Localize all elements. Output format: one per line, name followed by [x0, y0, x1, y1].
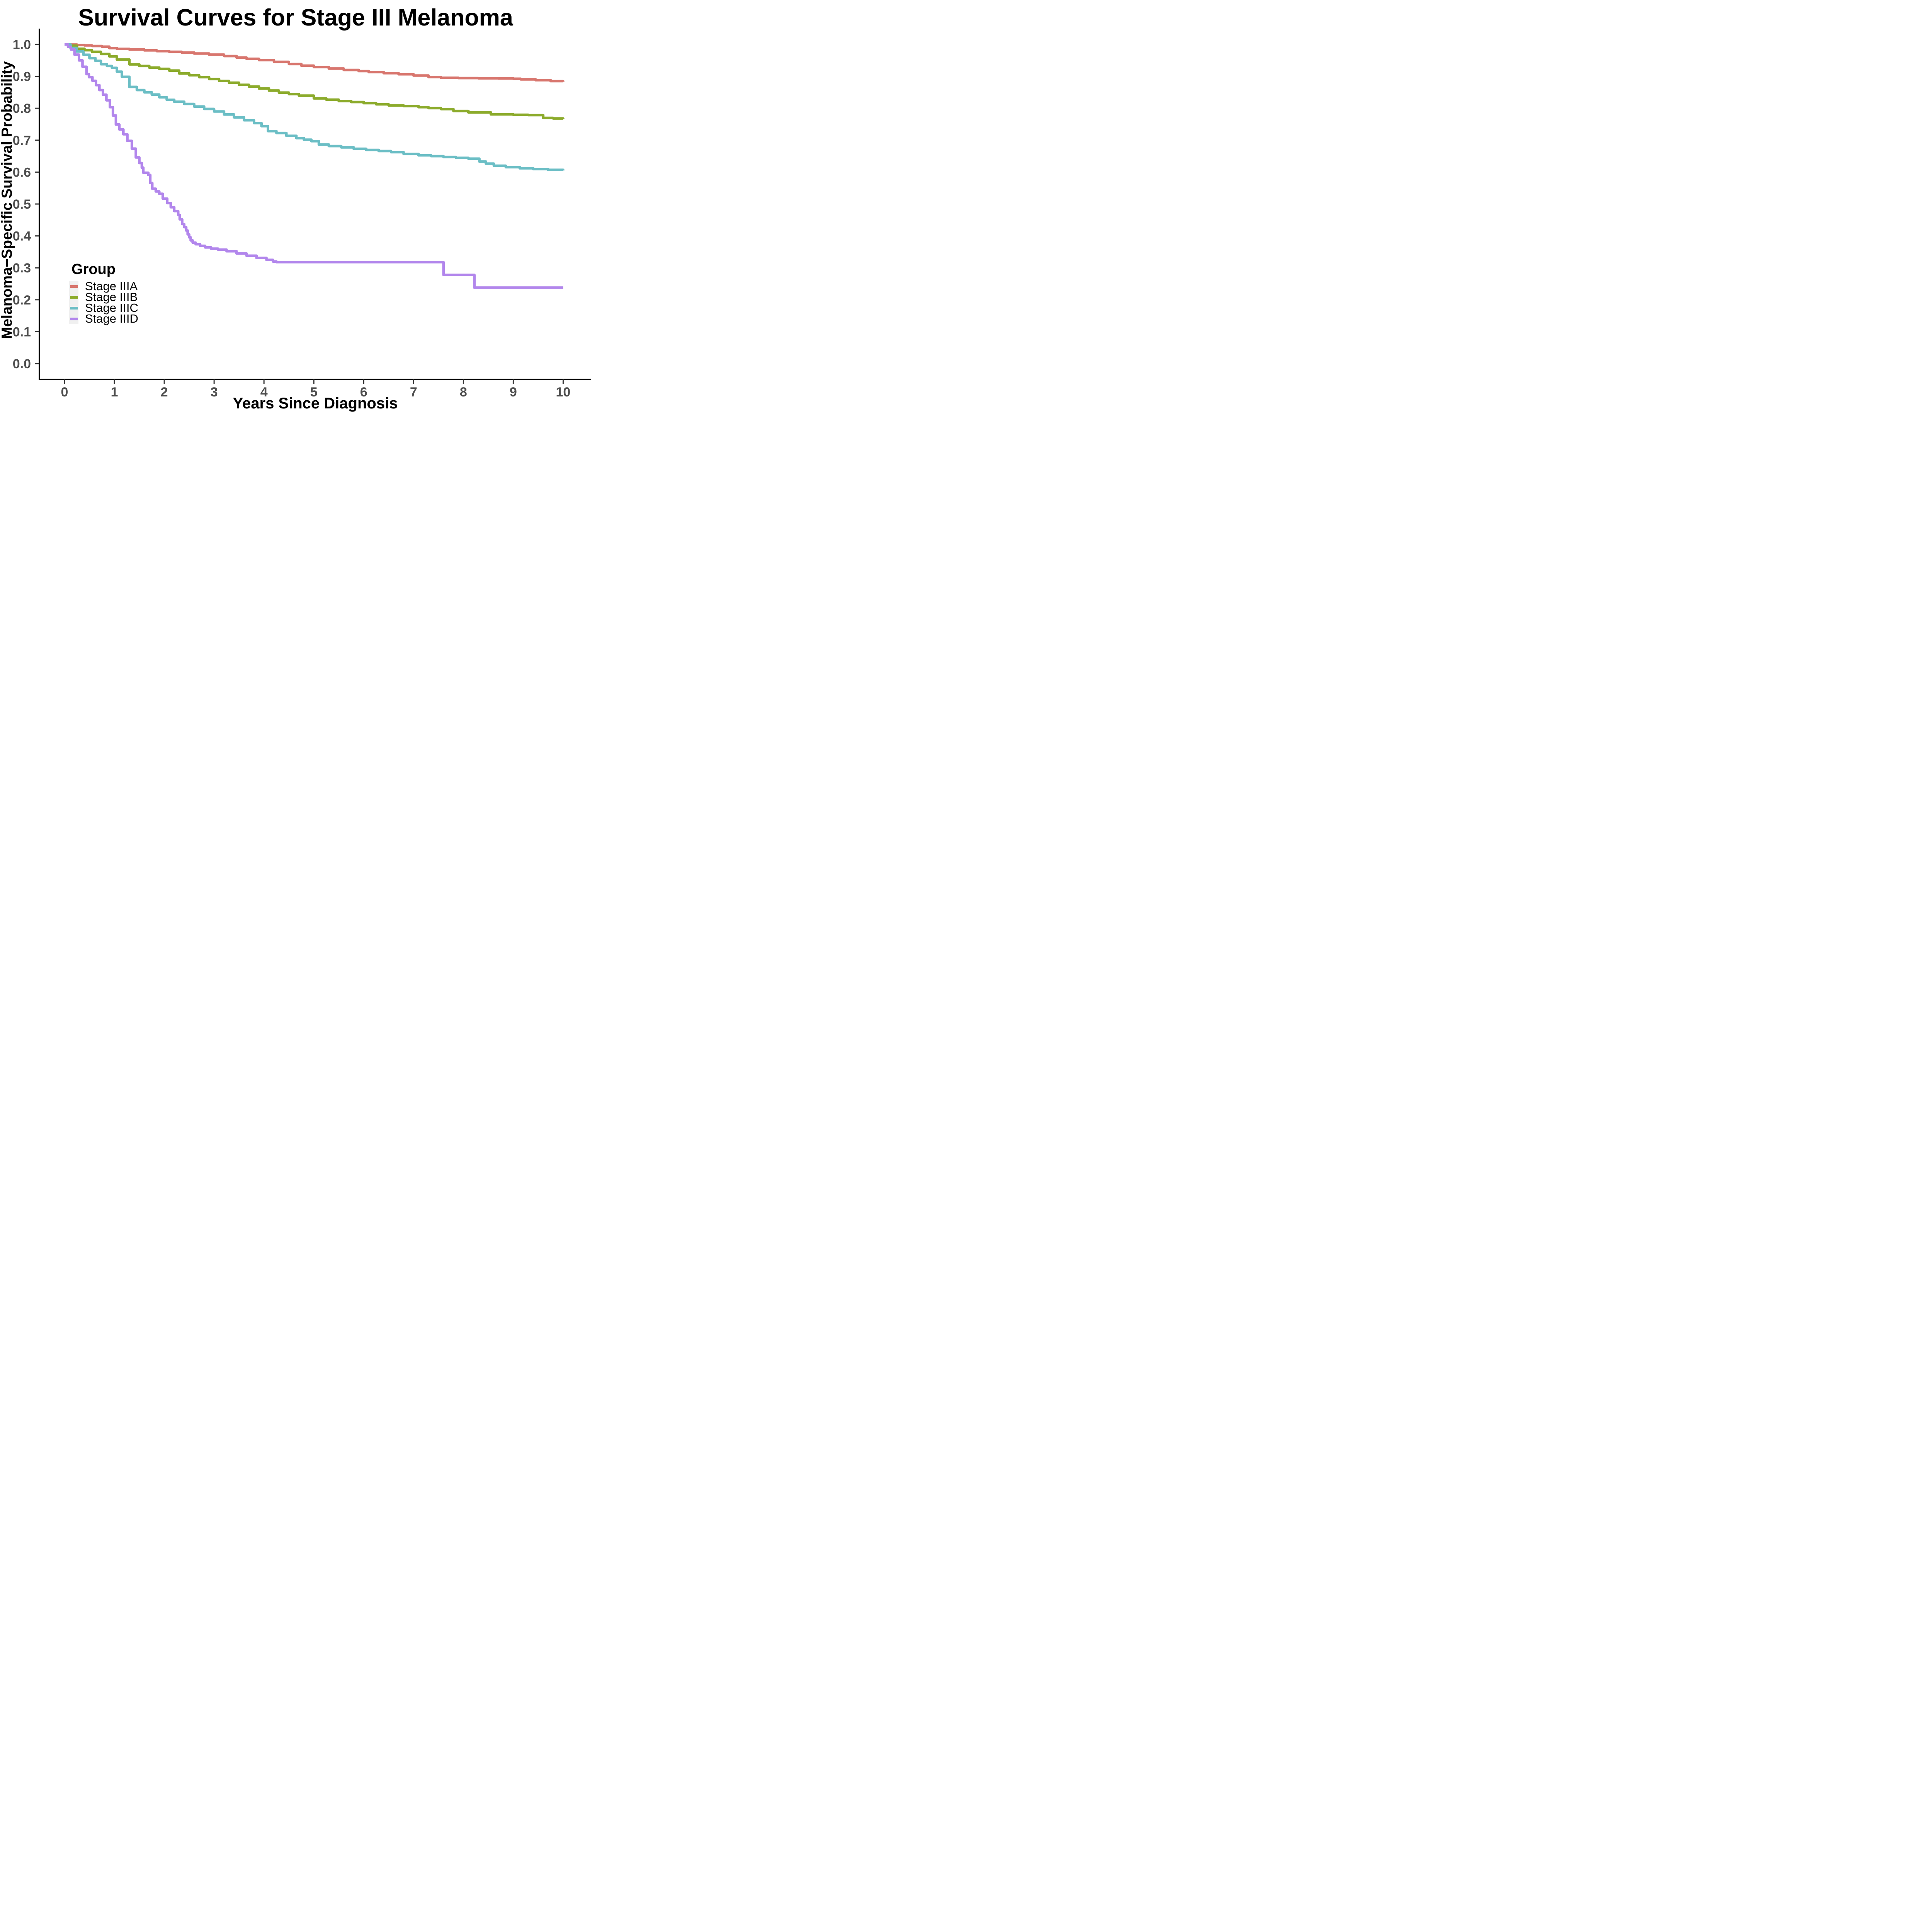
x-tick-label: 7	[410, 385, 417, 400]
legend-item-label: Stage IIID	[85, 312, 138, 325]
legend-rows: Stage IIIA Stage IIIB Stage IIIC Stage IIID	[69, 279, 138, 325]
y-tick-label: 0.6	[13, 165, 31, 180]
legend-swatch-icon	[70, 285, 78, 288]
legend-key	[69, 292, 78, 303]
legend: Group Stage IIIA Stage IIIB Stage IIIC Stag…	[69, 261, 138, 325]
legend-item-label: Stage IIIA	[85, 279, 138, 293]
x-tick-label: 9	[510, 385, 517, 400]
curve-stage-iiia	[65, 43, 565, 83]
legend-key	[69, 313, 78, 324]
y-tick-label: 0.9	[13, 70, 31, 84]
x-tick-label: 4	[260, 385, 268, 400]
x-tick-label: 6	[360, 385, 367, 400]
x-tick-label: 5	[310, 385, 318, 400]
x-tick-label: 0	[61, 385, 68, 400]
y-tick-label: 0.4	[13, 229, 31, 244]
y-tick-label: 0.3	[13, 261, 31, 276]
legend-item-label: Stage IIIB	[85, 290, 138, 304]
y-tick-label: 1.0	[13, 37, 31, 52]
legend-key	[69, 281, 78, 292]
y-axis-title: Melanoma−Specific Survival Probability	[0, 61, 15, 339]
y-tick-label: 0.1	[13, 325, 31, 339]
y-tick-label: 0.5	[13, 197, 31, 212]
legend-swatch-icon	[70, 306, 78, 310]
legend-item: Stage IIIA	[69, 279, 138, 293]
x-axis-title: Years Since Diagnosis	[233, 395, 398, 412]
legend-key	[69, 303, 78, 313]
legend-title: Group	[71, 261, 116, 277]
plot-area: 0.0 0.1 0.2 0.3 0.4 0.5 0.6 0.7 0.8 0.9 1.0 0 1 2 3 4 5 6…	[13, 29, 591, 400]
y-tick-label: 0.8	[13, 101, 31, 116]
y-tick-label: 0.2	[13, 293, 31, 308]
x-tick-label: 1	[111, 385, 118, 400]
chart-title: Survival Curves for Stage III Melanoma	[78, 4, 513, 31]
legend-swatch-icon	[70, 296, 78, 299]
y-tick-label: 0.7	[13, 133, 31, 148]
legend-item-label: Stage IIIC	[85, 301, 138, 315]
x-tick-label: 10	[556, 385, 570, 400]
x-tick-label: 2	[161, 385, 168, 400]
legend-swatch-icon	[70, 317, 78, 320]
curve-stage-iiid	[65, 43, 563, 289]
x-tick-label: 3	[211, 385, 218, 400]
y-tick-label: 0.0	[13, 357, 31, 371]
curve-stage-iiib	[65, 43, 565, 120]
curve-stage-iiic	[65, 43, 565, 171]
legend-item: Stage IIIB	[69, 290, 138, 304]
legend-item: Stage IIID	[69, 312, 138, 325]
survival-chart: 0.0 0.1 0.2 0.3 0.4 0.5 0.6 0.7 0.8 0.9 1.0 0 1 2 3 4 5 6…	[0, 0, 591, 413]
x-tick-label: 8	[460, 385, 467, 400]
legend-item: Stage IIIC	[69, 301, 138, 315]
